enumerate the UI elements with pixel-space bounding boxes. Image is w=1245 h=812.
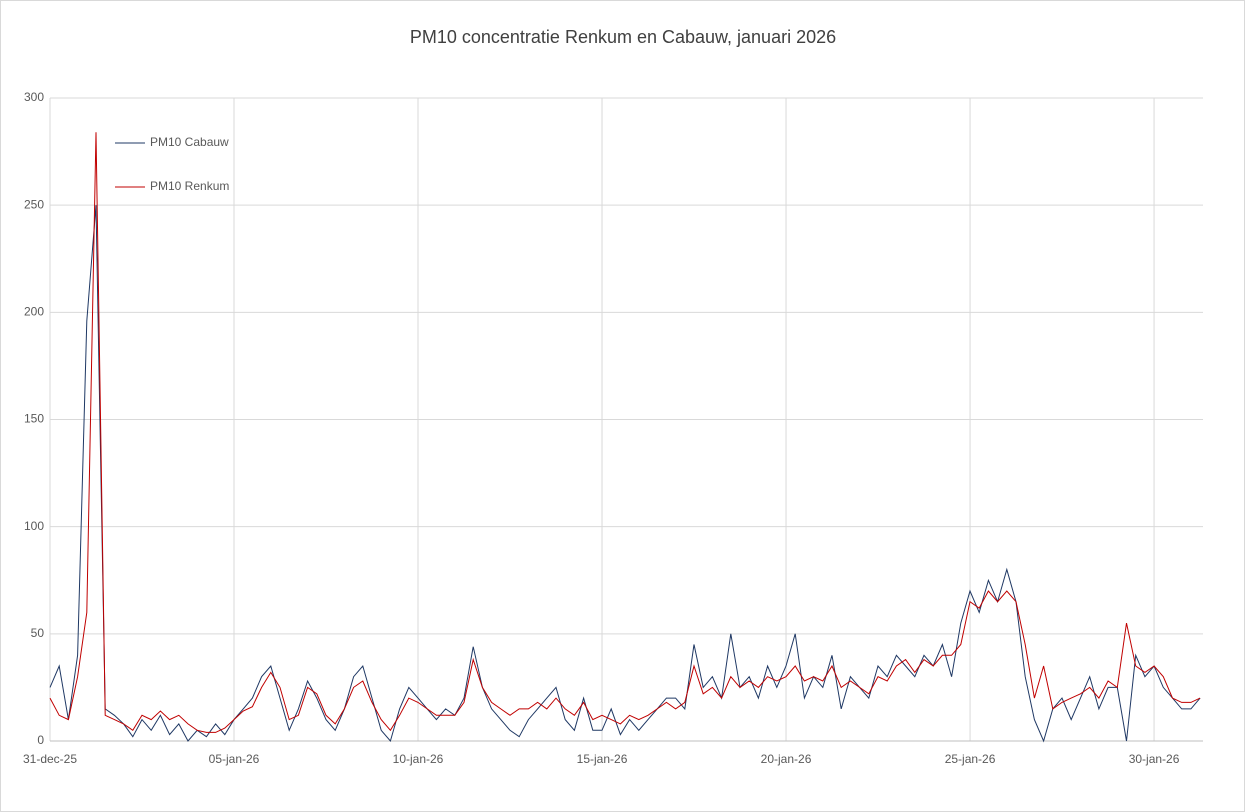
x-tick-label: 31-dec-25 bbox=[23, 752, 77, 766]
x-tick-label: 30-jan-26 bbox=[1129, 752, 1180, 766]
y-tick-label: 200 bbox=[24, 305, 44, 319]
x-tick-label: 20-jan-26 bbox=[761, 752, 812, 766]
series-line bbox=[49, 205, 1201, 743]
y-tick-label: 250 bbox=[24, 197, 44, 211]
y-tick-label: 50 bbox=[31, 626, 45, 640]
y-tick-label: 100 bbox=[24, 519, 44, 533]
x-tick-label: 05-jan-26 bbox=[209, 752, 260, 766]
x-tick-label: 15-jan-26 bbox=[577, 752, 628, 766]
series-line bbox=[49, 132, 1201, 733]
legend-label: PM10 Cabauw bbox=[150, 135, 229, 149]
y-tick-label: 0 bbox=[37, 733, 44, 747]
chart-title: PM10 concentratie Renkum en Cabauw, janu… bbox=[410, 27, 836, 47]
y-tick-label: 150 bbox=[24, 412, 44, 426]
y-tick-label: 300 bbox=[24, 90, 44, 104]
x-tick-label: 10-jan-26 bbox=[393, 752, 444, 766]
legend-label: PM10 Renkum bbox=[150, 179, 229, 193]
x-tick-label: 25-jan-26 bbox=[945, 752, 996, 766]
